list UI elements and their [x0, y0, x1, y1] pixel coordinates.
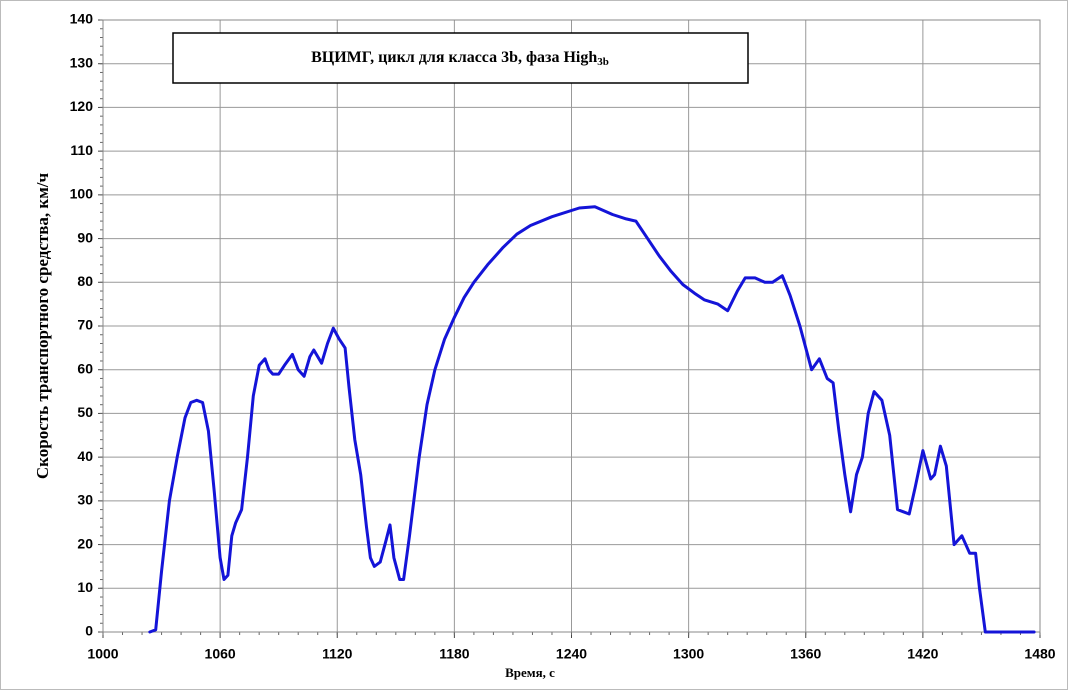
y-tick-label: 0 [85, 623, 93, 639]
y-tick-label: 140 [70, 11, 94, 27]
x-tick-label: 1060 [205, 646, 236, 662]
title-main: ВЦИМГ, цикл для класса 3b, фаза High [311, 49, 597, 66]
y-tick-label: 120 [70, 98, 94, 114]
x-tick-label: 1480 [1024, 646, 1055, 662]
chart-title: ВЦИМГ, цикл для класса 3b, фаза High3b [311, 49, 609, 68]
plot-frame [102, 19, 1041, 633]
speed-line [148, 205, 1036, 634]
y-tick-label: 70 [77, 317, 93, 333]
x-tick-label: 1300 [673, 646, 704, 662]
x-tick-label: 1180 [439, 646, 470, 662]
x-tick-label: 1420 [907, 646, 938, 662]
y-tick-label: 40 [77, 448, 93, 464]
x-axis-label: Время, с [505, 665, 555, 680]
title-box [172, 32, 749, 84]
title-subscript: 3b [597, 56, 609, 68]
y-tick-label: 90 [77, 229, 93, 245]
plot [148, 205, 1036, 634]
y-tick-label: 20 [77, 535, 93, 551]
y-tick-label: 30 [77, 492, 93, 508]
y-tick-label: 110 [70, 142, 93, 158]
x-tick-label: 1240 [556, 646, 587, 662]
y-axis-label: Скорость транспортного средства, км/ч [33, 172, 52, 479]
x-tick-label: 1120 [322, 646, 353, 662]
y-tick-label: 130 [70, 54, 94, 70]
y-tick-label: 10 [77, 579, 93, 595]
x-tick-label: 1000 [87, 646, 118, 662]
y-tick-label: 60 [77, 360, 93, 376]
y-tick-label: 100 [70, 186, 94, 202]
y-tick-label: 80 [77, 273, 93, 289]
y-tick-label: 50 [77, 404, 93, 420]
x-tick-label: 1360 [790, 646, 821, 662]
